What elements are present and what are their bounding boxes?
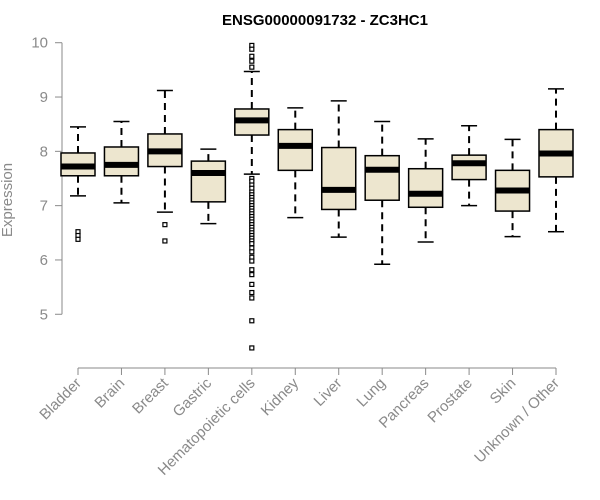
- outlier-point: [249, 289, 255, 296]
- y-axis-title: Expression: [0, 163, 16, 237]
- box-iqr: [364, 154, 400, 201]
- outlier-point: [249, 295, 255, 301]
- y-tick-label: 7: [40, 198, 48, 215]
- box-iqr: [320, 146, 357, 211]
- box-group: [103, 120, 140, 204]
- box-group: [494, 138, 531, 238]
- chart-title: ENSG00000091732 - ZC3HC1: [222, 12, 428, 29]
- outlier-point: [75, 236, 81, 242]
- box-group: [407, 138, 444, 243]
- box-series: [60, 42, 574, 351]
- y-tick-label: 6: [40, 252, 48, 269]
- outlier-point: [249, 267, 255, 273]
- outlier-point: [249, 318, 255, 324]
- box-group: [320, 100, 357, 238]
- outlier-point: [249, 249, 255, 255]
- box-group: [364, 120, 400, 266]
- y-tick-label: 5: [40, 306, 48, 323]
- outlier-point: [249, 272, 255, 278]
- outlier-point: [249, 53, 255, 59]
- x-tick-label: Kidney: [258, 374, 303, 419]
- x-tick-label: Breast: [129, 374, 172, 417]
- box-iqr: [407, 167, 444, 209]
- box-group: [60, 126, 96, 242]
- box-group: [190, 148, 227, 225]
- box-group: [451, 125, 487, 207]
- outlier-point: [249, 345, 255, 351]
- box-group: [234, 42, 270, 351]
- box-iqr: [277, 128, 314, 172]
- y-tick-label: 8: [40, 143, 48, 160]
- x-tick-label: Lung: [353, 375, 389, 411]
- x-tick-label: Prostate: [424, 375, 476, 427]
- box-group: [538, 88, 574, 233]
- box-iqr: [103, 146, 140, 177]
- box-iqr: [451, 154, 487, 181]
- outlier-point: [249, 241, 255, 247]
- box-group: [277, 107, 314, 219]
- box-iqr: [190, 160, 227, 203]
- outlier-point: [162, 222, 168, 228]
- y-tick-label: 10: [31, 35, 48, 52]
- y-tick-label: 9: [40, 89, 48, 106]
- x-tick-label: Skin: [487, 375, 520, 408]
- outlier-point: [249, 258, 255, 264]
- x-tick-label: Liver: [311, 375, 346, 410]
- x-tick-label: Bladder: [36, 375, 85, 424]
- outlier-point: [249, 64, 255, 70]
- y-axis: 5 6 7 8 9 10: [31, 35, 63, 323]
- outlier-point: [249, 281, 255, 287]
- outlier-point: [249, 46, 255, 52]
- outlier-point: [162, 238, 168, 244]
- x-tick-label: Brain: [91, 375, 128, 412]
- box-group: [147, 89, 183, 244]
- outlier-point: [249, 58, 255, 64]
